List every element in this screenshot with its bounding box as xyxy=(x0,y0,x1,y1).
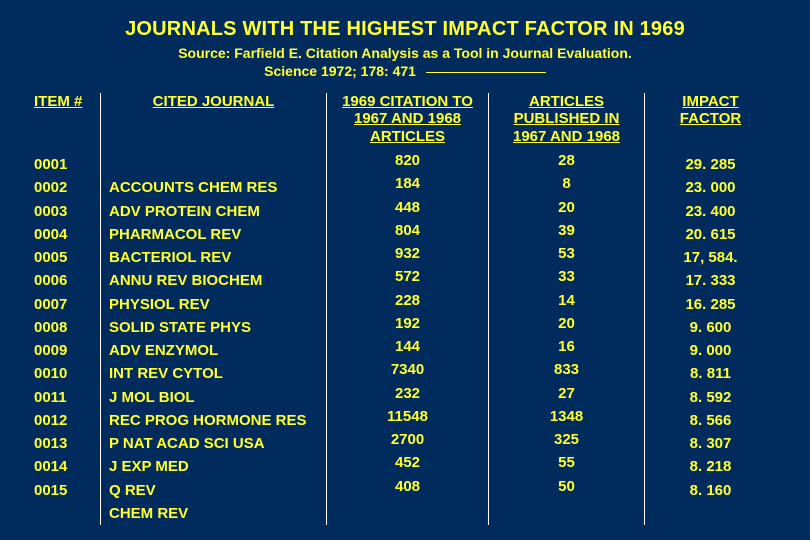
table-cell: 8. 307 xyxy=(651,432,770,455)
table-cell: 0005 xyxy=(34,246,94,269)
table-cell: ADV PROTEIN CHEM xyxy=(109,200,320,223)
table-cell: 9. 600 xyxy=(651,316,770,339)
table-cell xyxy=(495,498,638,521)
table-cell: 0009 xyxy=(34,339,94,362)
table-cell: 8. 566 xyxy=(651,409,770,432)
table-cell: 0014 xyxy=(34,455,94,478)
table-cell: 0003 xyxy=(34,200,94,223)
table-cell: 232 xyxy=(333,382,482,405)
table-cell: J EXP MED xyxy=(109,455,320,478)
table-cell: ANNU REV BIOCHEM xyxy=(109,269,320,292)
table-cell: 23. 400 xyxy=(651,200,770,223)
header-citations: 1969 CITATION TO 1967 AND 1968 ARTICLES xyxy=(327,93,488,149)
table-cell: REC PROG HORMONE RES xyxy=(109,409,320,432)
table-cell: 8 xyxy=(495,172,638,195)
table-cell: 0011 xyxy=(34,386,94,409)
table-cell: PHARMACOL REV xyxy=(109,223,320,246)
table-cell: 0007 xyxy=(34,293,94,316)
table-cell xyxy=(34,502,94,525)
table-cell: BACTERIOL REV xyxy=(109,246,320,269)
table-cell: 20 xyxy=(495,312,638,335)
column-impact-factor: IMPACT FACTOR 29. 28523. 00023. 40020. 6… xyxy=(644,93,776,525)
table-cell: 9. 000 xyxy=(651,339,770,362)
table-cell: 833 xyxy=(495,358,638,381)
data-table: ITEM # 000100020003000400050006000700080… xyxy=(34,93,776,525)
table-cell: 23. 000 xyxy=(651,176,770,199)
blank-underline xyxy=(426,72,546,73)
table-cell: P NAT ACAD SCI USA xyxy=(109,432,320,455)
column-item-number: ITEM # 000100020003000400050006000700080… xyxy=(34,93,100,525)
column-articles: ARTICLES PUBLISHED IN 1967 AND 1968 2882… xyxy=(488,93,644,525)
table-cell: 33 xyxy=(495,265,638,288)
header-articles: ARTICLES PUBLISHED IN 1967 AND 1968 xyxy=(489,93,644,149)
table-cell: 8. 160 xyxy=(651,479,770,502)
table-cell: ADV ENZYMOL xyxy=(109,339,320,362)
table-cell: 55 xyxy=(495,451,638,474)
table-cell: 0006 xyxy=(34,269,94,292)
table-cell: 804 xyxy=(333,219,482,242)
table-cell: 192 xyxy=(333,312,482,335)
table-cell: 2700 xyxy=(333,428,482,451)
table-cell: 29. 285 xyxy=(651,153,770,176)
table-cell: 184 xyxy=(333,172,482,195)
table-cell: 17, 584. xyxy=(651,246,770,269)
slide-title: JOURNALS WITH THE HIGHEST IMPACT FACTOR … xyxy=(0,18,810,41)
column-citations: 1969 CITATION TO 1967 AND 1968 ARTICLES … xyxy=(326,93,488,525)
header-item: ITEM # xyxy=(34,93,100,149)
table-cell: 7340 xyxy=(333,358,482,381)
table-cell: 1348 xyxy=(495,405,638,428)
table-cell: 14 xyxy=(495,289,638,312)
table-cell: INT REV CYTOL xyxy=(109,362,320,385)
table-cell: 325 xyxy=(495,428,638,451)
table-cell xyxy=(333,498,482,521)
header-impact: IMPACT FACTOR xyxy=(645,93,776,149)
table-cell: 144 xyxy=(333,335,482,358)
table-cell: 28 xyxy=(495,149,638,172)
table-cell: SOLID STATE PHYS xyxy=(109,316,320,339)
table-cell: 8. 218 xyxy=(651,455,770,478)
table-cell: 27 xyxy=(495,382,638,405)
table-cell: 16. 285 xyxy=(651,293,770,316)
table-cell: 8. 811 xyxy=(651,362,770,385)
table-cell: PHYSIOL REV xyxy=(109,293,320,316)
table-cell: CHEM REV xyxy=(109,502,320,525)
table-cell: 20. 615 xyxy=(651,223,770,246)
table-cell: 408 xyxy=(333,475,482,498)
table-cell: 39 xyxy=(495,219,638,242)
source-line-1: Source: Farfield E. Citation Analysis as… xyxy=(0,45,810,61)
table-cell: 11548 xyxy=(333,405,482,428)
table-cell: 0002 xyxy=(34,176,94,199)
table-cell: 932 xyxy=(333,242,482,265)
table-cell: 0008 xyxy=(34,316,94,339)
table-cell: Q REV xyxy=(109,479,320,502)
table-cell: 8. 592 xyxy=(651,386,770,409)
table-cell: 53 xyxy=(495,242,638,265)
table-cell: 820 xyxy=(333,149,482,172)
table-cell xyxy=(651,502,770,525)
column-cited-journal: CITED JOURNAL ACCOUNTS CHEM RESADV PROTE… xyxy=(100,93,326,525)
table-cell: ACCOUNTS CHEM RES xyxy=(109,176,320,199)
table-cell: 228 xyxy=(333,289,482,312)
table-cell: 452 xyxy=(333,451,482,474)
table-cell: 0001 xyxy=(34,153,94,176)
source-line-2: Science 1972; 178: 471 xyxy=(0,63,810,79)
table-cell: 448 xyxy=(333,196,482,219)
table-cell: 16 xyxy=(495,335,638,358)
slide: JOURNALS WITH THE HIGHEST IMPACT FACTOR … xyxy=(0,0,810,540)
table-cell: 0004 xyxy=(34,223,94,246)
table-cell: 0010 xyxy=(34,362,94,385)
table-cell: 0012 xyxy=(34,409,94,432)
source-line-2-text: Science 1972; 178: 471 xyxy=(264,63,416,79)
table-cell: 17. 333 xyxy=(651,269,770,292)
header-journal: CITED JOURNAL xyxy=(101,93,326,149)
table-cell: 50 xyxy=(495,475,638,498)
table-cell: 20 xyxy=(495,196,638,219)
table-cell: J MOL BIOL xyxy=(109,386,320,409)
table-cell: 0015 xyxy=(34,479,94,502)
table-cell: 0013 xyxy=(34,432,94,455)
table-cell xyxy=(109,153,320,176)
table-cell: 572 xyxy=(333,265,482,288)
